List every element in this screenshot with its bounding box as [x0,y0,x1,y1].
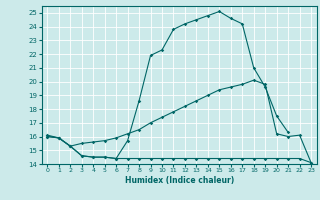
X-axis label: Humidex (Indice chaleur): Humidex (Indice chaleur) [124,176,234,185]
